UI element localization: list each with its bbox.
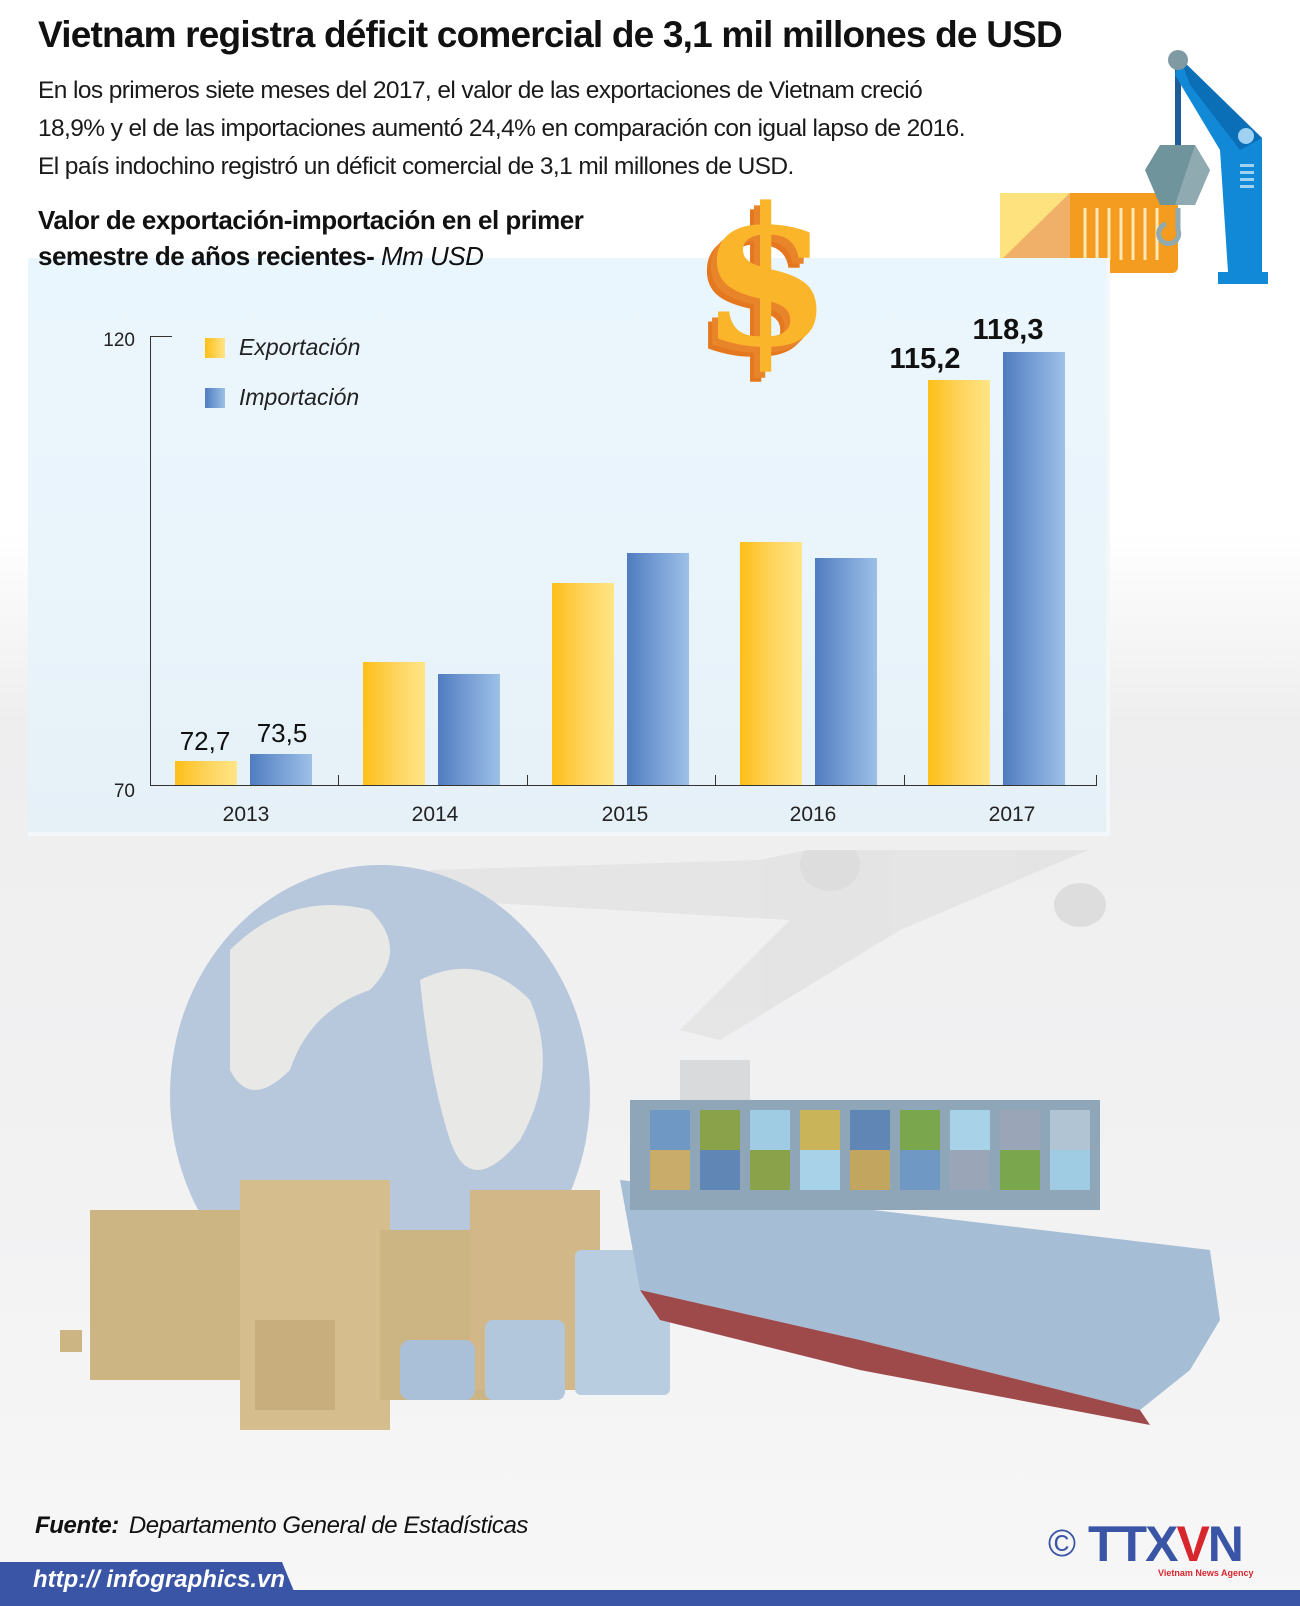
legend-label-export: Exportación [239,334,361,360]
y-tick-120: 120 [103,330,135,351]
logo-subtitle: Vietnam News Agency [1158,1568,1254,1578]
airplane-icon [430,850,1106,1040]
bar-export-2015 [552,583,614,785]
intro-line-1: En los primeros siete meses del 2017, el… [38,77,923,104]
source-text: Departamento General de Estadísticas [128,1512,529,1539]
bar-export-2017 [928,380,990,785]
x-label-2015: 2015 [601,803,649,826]
x-axis-tick [338,775,339,785]
source-citation: Fuente: Departamento General de Estadísti… [35,1512,528,1540]
legend-export: Exportación [205,334,360,361]
value-label-import-2017: 118,3 [972,314,1044,346]
bar-import-2014 [438,673,500,785]
legend-swatch-import [205,387,225,408]
x-axis-tick [715,775,716,785]
source-label: Fuente: [35,1512,119,1539]
footer-url-tab [0,1562,300,1606]
ttxvn-logo: © TTXVN Vietnam News Agency [1048,1519,1254,1578]
logo-ttx: TTX [1088,1516,1178,1572]
footer-url-link[interactable]: http:// infographics.vn [33,1566,285,1593]
copyright-icon: © [1048,1522,1076,1565]
chart-unit: Mm USD [374,241,484,271]
chart-heading: Valor de exportación-importación en el p… [38,202,718,274]
x-label-2014: 2014 [411,803,459,826]
page-title: Vietnam registra déficit comercial de 3,… [38,14,1063,55]
logo-n: N [1207,1516,1244,1572]
logo-wordmark: TTXVN [1088,1519,1244,1569]
x-axis-tick [527,775,528,785]
legend-import: Importación [205,384,359,411]
bar-import-2013 [250,753,312,785]
x-label-2016: 2016 [789,803,837,826]
y-axis [150,336,151,786]
chart-heading-text: semestre de años recientes- [38,241,375,271]
y-tick-70: 70 [113,781,135,802]
value-label-export-2017: 115,2 [889,343,961,375]
bar-import-2017 [1003,352,1065,785]
bar-import-2016 [815,558,877,785]
x-axis-tick [1096,775,1097,785]
chart-heading-line-1: Valor de exportación-importación en el p… [38,205,584,235]
dollar-sign-icon: $ [700,166,833,389]
x-axis-tick [904,775,905,785]
x-label-2013: 2013 [222,803,270,826]
logistics-illustration [60,850,1220,1430]
bar-export-2013 [175,760,237,785]
logo-v: V [1176,1516,1209,1572]
x-label-2017: 2017 [988,803,1036,826]
intro-line-3: El país indochino registró un déficit co… [38,153,794,180]
intro-text: En los primeros siete meses del 2017, el… [38,72,1158,186]
crane-container-icon [1000,50,1268,284]
legend-swatch-export [205,337,225,358]
bar-import-2015 [627,552,689,785]
value-label-export-2013: 72,7 [179,726,231,756]
y-axis-top-tick [150,336,172,337]
footer-bar [0,1590,1300,1606]
bar-export-2016 [740,542,802,785]
x-axis [150,785,1097,786]
legend-label-import: Importación [239,384,360,410]
value-label-import-2013: 73,5 [256,718,308,748]
chart-heading-line-2: semestre de años recientes- Mm USD [38,238,718,274]
intro-line-2: 18,9% y el de las importaciones aumentó … [38,115,966,142]
container-ship-icon [620,1060,1220,1425]
bar-export-2014 [363,662,425,785]
